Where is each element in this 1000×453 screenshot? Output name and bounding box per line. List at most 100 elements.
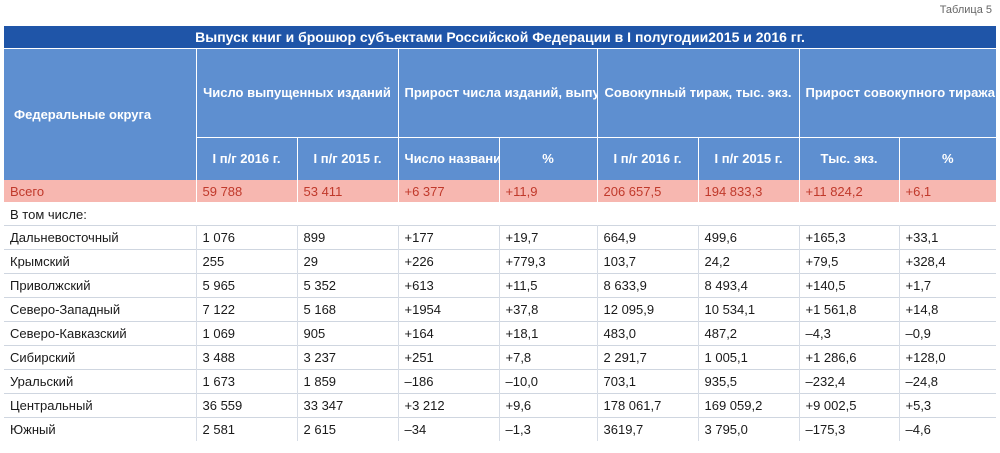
header-growth-editions: Прирост числа изданий, выпущенных в I п/… xyxy=(398,48,598,138)
table-cell: +18,1 xyxy=(499,321,598,346)
table-cell: +3 212 xyxy=(398,393,500,418)
table-cell: 905 xyxy=(297,321,399,346)
table-cell: –1,3 xyxy=(499,417,598,441)
total-cell: 206 657,5 xyxy=(597,180,699,203)
table-cell: 103,7 xyxy=(597,249,699,274)
table-cell: +251 xyxy=(398,345,500,370)
table-cell: 2 581 xyxy=(196,417,298,441)
table-cell: +779,3 xyxy=(499,249,598,274)
table-number: Таблица 5 xyxy=(939,4,992,16)
table-cell: –24,8 xyxy=(899,369,997,394)
table-cell: 3 237 xyxy=(297,345,399,370)
district-name-cell: Сибирский xyxy=(4,345,197,370)
subheader-cell: I п/г 2016 г. xyxy=(196,137,298,180)
table-cell: 487,2 xyxy=(698,321,800,346)
table-cell: +164 xyxy=(398,321,500,346)
table-cell: +14,8 xyxy=(899,297,997,322)
table-row: Сибирский 3 488 3 237 +251 +7,8 2 291,7 1 005,… xyxy=(4,345,997,370)
table-cell: +128,0 xyxy=(899,345,997,370)
subheader-cell: I п/г 2016 г. xyxy=(597,137,699,180)
table-cell: 24,2 xyxy=(698,249,800,274)
table-cell: –232,4 xyxy=(799,369,900,394)
subheader-cell: Тыс. экз. xyxy=(799,137,900,180)
table-cell: 2 615 xyxy=(297,417,399,441)
total-cell: +6 377 xyxy=(398,180,500,203)
table-cell: 12 095,9 xyxy=(597,297,699,322)
subheader-cell: Число названий xyxy=(398,137,500,180)
total-cell: 194 833,3 xyxy=(698,180,800,203)
table-cell: 29 xyxy=(297,249,399,274)
table-cell: 3619,7 xyxy=(597,417,699,441)
table-cell: 178 061,7 xyxy=(597,393,699,418)
table-cell: +613 xyxy=(398,273,500,298)
table-cell: 935,5 xyxy=(698,369,800,394)
table-cell: +1 286,6 xyxy=(799,345,900,370)
table-cell: +328,4 xyxy=(899,249,997,274)
table-cell: 1 673 xyxy=(196,369,298,394)
subheader-cell: I п/г 2015 г. xyxy=(698,137,800,180)
table-cell: 10 534,1 xyxy=(698,297,800,322)
subtitle: В том числе: xyxy=(10,206,87,222)
table-cell: 1 859 xyxy=(297,369,399,394)
table-cell: 1 005,1 xyxy=(698,345,800,370)
table-row: Крымский 255 29 +226 +779,3 103,7 24,2 +79,5 +32… xyxy=(4,249,997,274)
table-row: Северо-Кавказский 1 069 905 +164 +18,1 483,0 4… xyxy=(4,321,997,346)
district-name-cell: Дальневосточный xyxy=(4,225,197,250)
table-cell: 899 xyxy=(297,225,399,250)
table-cell: +1 561,8 xyxy=(799,297,900,322)
total-cell: +11 824,2 xyxy=(799,180,900,203)
district-name-cell: Южный xyxy=(4,417,197,441)
table-cell: 703,1 xyxy=(597,369,699,394)
header-circulation: Совокупный тираж, тыс. экз. xyxy=(597,48,800,138)
table-row: Северо-Западный 7 122 5 168 +1954 +37,8 12 09… xyxy=(4,297,997,322)
district-name-cell: Северо-Кавказский xyxy=(4,321,197,346)
district-name-cell: Центральный xyxy=(4,393,197,418)
total-cell: 53 411 xyxy=(297,180,399,203)
table-cell: +19,7 xyxy=(499,225,598,250)
table-cell: 2 291,7 xyxy=(597,345,699,370)
table-cell: –4,6 xyxy=(899,417,997,441)
table-cell: –175,3 xyxy=(799,417,900,441)
table-cell: +37,8 xyxy=(499,297,598,322)
table-cell: 5 352 xyxy=(297,273,399,298)
table-cell: +33,1 xyxy=(899,225,997,250)
district-name-cell: Крымский xyxy=(4,249,197,274)
table-row: Центральный 36 559 33 347 +3 212 +9,6 178 061… xyxy=(4,393,997,418)
table-cell: +177 xyxy=(398,225,500,250)
table-title: Выпуск книг и брошюр субъектами Российск… xyxy=(4,26,997,49)
table-cell: 3 795,0 xyxy=(698,417,800,441)
table-cell: 8 633,9 xyxy=(597,273,699,298)
table-cell: +165,3 xyxy=(799,225,900,250)
table-cell: +7,8 xyxy=(499,345,598,370)
table-cell: +9 002,5 xyxy=(799,393,900,418)
header-editions: Число выпущенных изданий xyxy=(196,48,399,138)
district-name-cell: Приволжский xyxy=(4,273,197,298)
table-cell: 8 493,4 xyxy=(698,273,800,298)
table-cell: 483,0 xyxy=(597,321,699,346)
table-cell: –34 xyxy=(398,417,500,441)
table-cell: +9,6 xyxy=(499,393,598,418)
table-cell: –186 xyxy=(398,369,500,394)
table-cell: 33 347 xyxy=(297,393,399,418)
table-cell: +79,5 xyxy=(799,249,900,274)
table-row: Приволжский 5 965 5 352 +613 +11,5 8 633,9 8 4… xyxy=(4,273,997,298)
table-cell: 5 168 xyxy=(297,297,399,322)
table-cell: 5 965 xyxy=(196,273,298,298)
table-cell: +140,5 xyxy=(799,273,900,298)
table-cell: +1,7 xyxy=(899,273,997,298)
total-cell: 59 788 xyxy=(196,180,298,203)
subheader-cell: I п/г 2015 г. xyxy=(297,137,399,180)
header-federal-districts: Федеральные округа xyxy=(4,48,197,180)
table-cell: 664,9 xyxy=(597,225,699,250)
total-cell: Всего xyxy=(4,180,197,203)
table-cell: 255 xyxy=(196,249,298,274)
table-cell: 7 122 xyxy=(196,297,298,322)
table-cell: 1 076 xyxy=(196,225,298,250)
table-cell: +226 xyxy=(398,249,500,274)
table-cell: +1954 xyxy=(398,297,500,322)
subtitle-row: В том числе: xyxy=(4,203,996,226)
table-cell: –4,3 xyxy=(799,321,900,346)
publications-table: Выпуск книг и брошюр субъектами Российск… xyxy=(4,26,997,441)
table-cell: 1 069 xyxy=(196,321,298,346)
district-name-cell: Северо-Западный xyxy=(4,297,197,322)
